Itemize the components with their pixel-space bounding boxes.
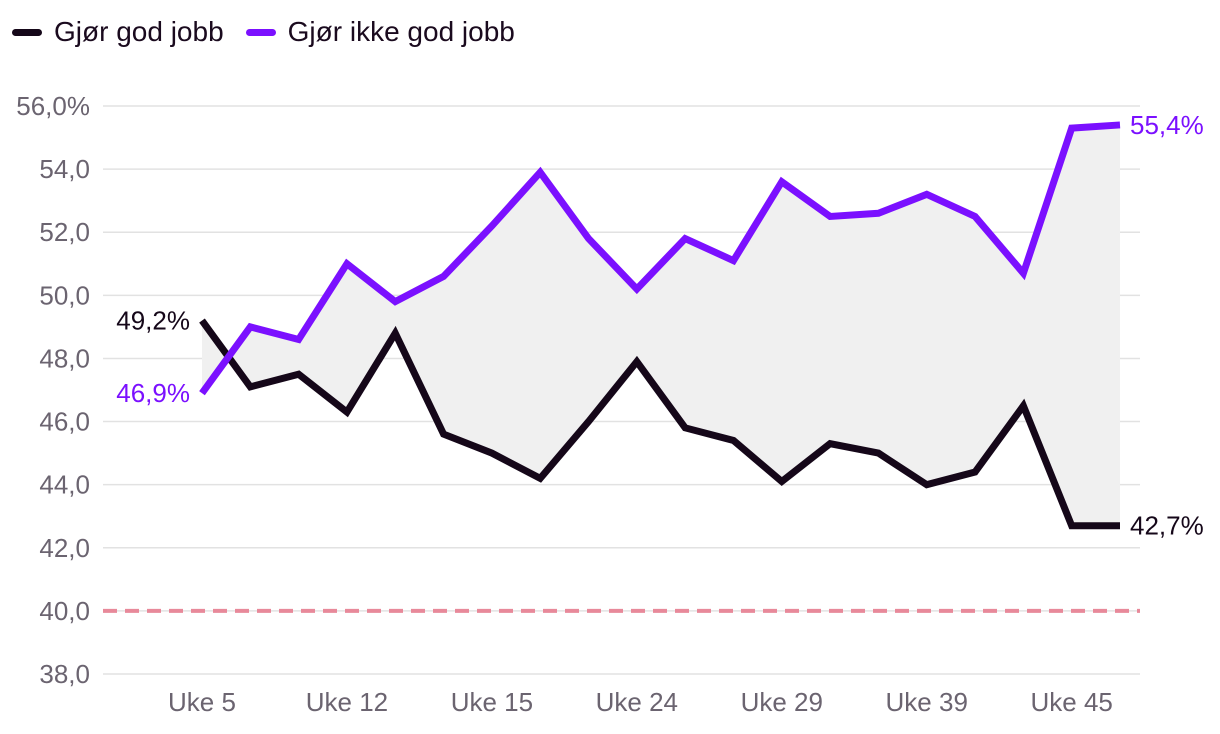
legend-item-ikke-god-jobb[interactable]: Gjør ikke god jobb — [245, 16, 515, 48]
series-0-start-label: 49,2% — [116, 306, 190, 336]
series-1-start-label: 46,9% — [116, 378, 190, 408]
legend-label-god-jobb: Gjør god jobb — [54, 16, 224, 47]
y-tick-label-6: 44,0 — [39, 470, 90, 500]
x-tick-label-1: Uke 12 — [306, 687, 388, 717]
y-tick-label-4: 48,0 — [39, 343, 90, 373]
series-0-end-label: 42,7% — [1130, 511, 1204, 541]
y-tick-label-8: 40,0 — [39, 596, 90, 626]
legend: Gjør god jobb Gjør ikke god jobb — [12, 16, 537, 48]
x-tick-label-4: Uke 29 — [741, 687, 823, 717]
x-tick-label-0: Uke 5 — [168, 687, 236, 717]
x-tick-label-2: Uke 15 — [451, 687, 533, 717]
y-tick-label-9: 38,0 — [39, 659, 90, 689]
y-tick-label-5: 46,0 — [39, 407, 90, 437]
y-tick-label-1: 54,0 — [39, 154, 90, 184]
legend-swatch-ikke-god-jobb — [245, 28, 276, 36]
y-tick-label-7: 42,0 — [39, 533, 90, 563]
series-1-end-label: 55,4% — [1130, 110, 1204, 140]
series-gap-band — [202, 124, 1120, 526]
y-tick-label-3: 50,0 — [39, 280, 90, 310]
legend-label-ikke-god-jobb: Gjør ikke god jobb — [287, 16, 515, 47]
y-tick-label-2: 52,0 — [39, 217, 90, 247]
x-tick-label-5: Uke 39 — [886, 687, 968, 717]
series-line-0 — [199, 318, 1120, 530]
legend-item-god-jobb[interactable]: Gjør god jobb — [12, 16, 224, 48]
series-line-1 — [199, 121, 1121, 396]
x-tick-label-3: Uke 24 — [596, 687, 678, 717]
y-tick-label-0: 56,0% — [16, 91, 90, 121]
x-tick-label-6: Uke 45 — [1030, 687, 1112, 717]
legend-swatch-god-jobb — [12, 28, 42, 36]
